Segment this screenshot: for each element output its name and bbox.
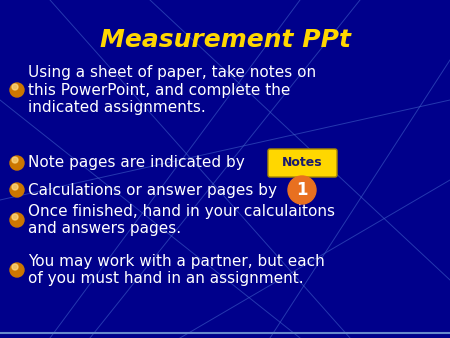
Text: You may work with a partner, but each
of you must hand in an assignment.: You may work with a partner, but each of… <box>28 254 325 286</box>
FancyBboxPatch shape <box>268 149 337 177</box>
Circle shape <box>10 183 24 197</box>
Circle shape <box>288 176 316 204</box>
Text: Calculations or answer pages by: Calculations or answer pages by <box>28 183 277 197</box>
Circle shape <box>12 184 18 190</box>
Circle shape <box>12 84 18 90</box>
Text: Using a sheet of paper, take notes on
this PowerPoint, and complete the
indicate: Using a sheet of paper, take notes on th… <box>28 65 316 115</box>
Circle shape <box>10 213 24 227</box>
Circle shape <box>12 214 18 220</box>
Circle shape <box>10 156 24 170</box>
Circle shape <box>12 264 18 270</box>
Circle shape <box>10 83 24 97</box>
Text: Note pages are indicated by: Note pages are indicated by <box>28 155 245 170</box>
Circle shape <box>12 157 18 163</box>
Text: Measurement PPt: Measurement PPt <box>99 28 351 52</box>
Text: Notes: Notes <box>282 156 323 169</box>
Circle shape <box>10 263 24 277</box>
Text: Once finished, hand in your calculaitons
and answers pages.: Once finished, hand in your calculaitons… <box>28 204 335 236</box>
Text: 1: 1 <box>296 181 308 199</box>
